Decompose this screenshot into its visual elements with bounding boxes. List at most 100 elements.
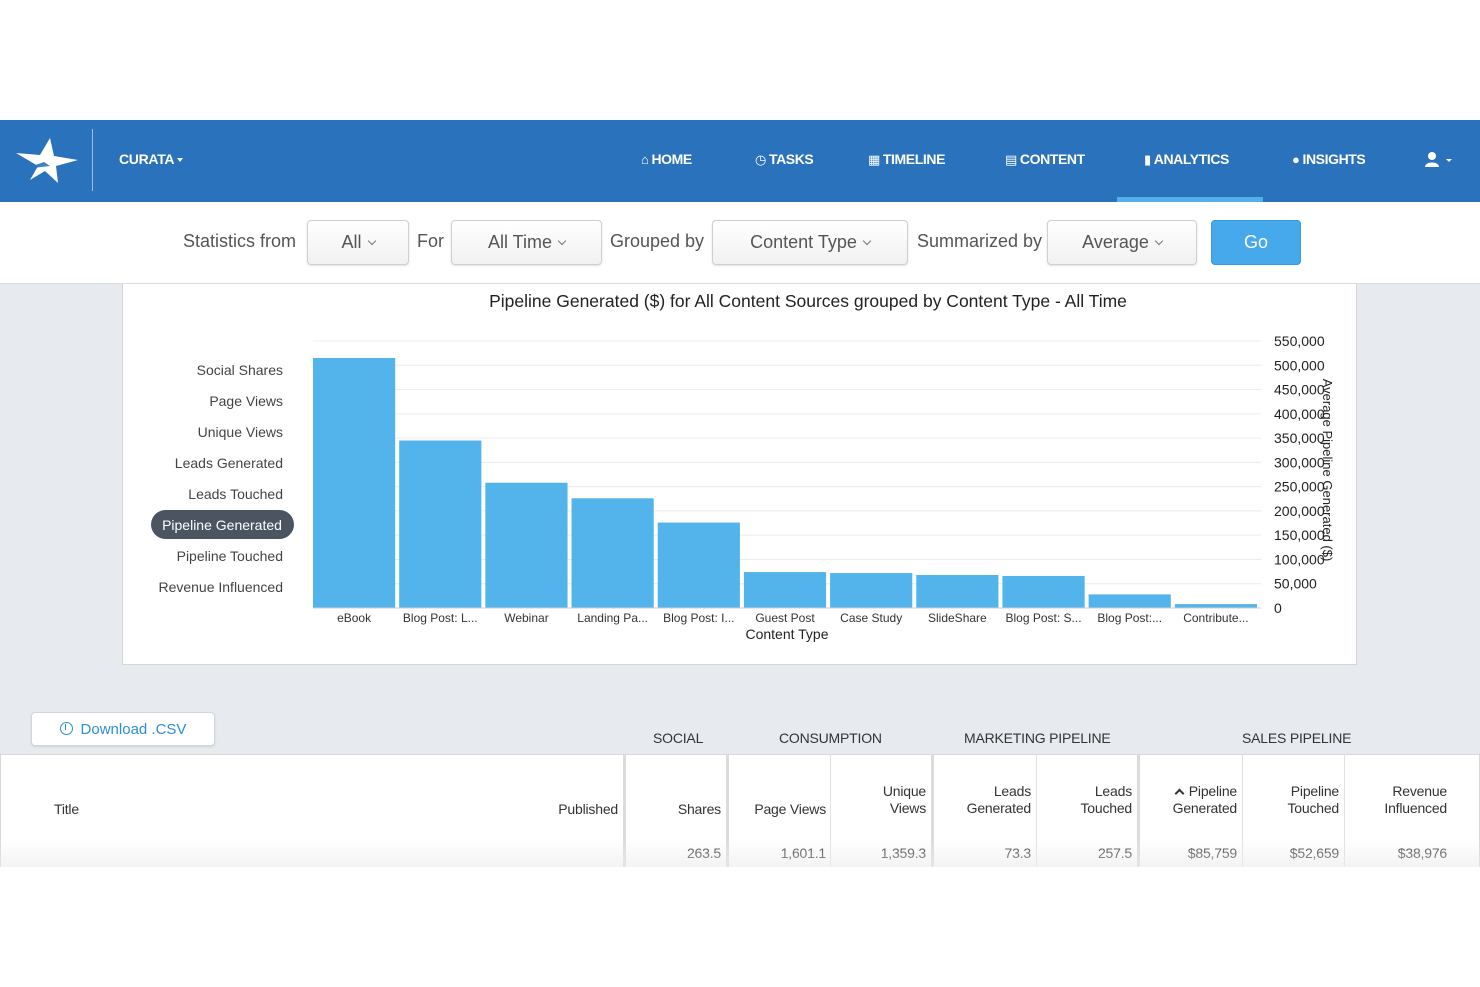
nav-tasks[interactable]: ◷ TASKS bbox=[755, 151, 814, 168]
download-csv-button[interactable]: Download .CSV bbox=[31, 712, 215, 746]
bar[interactable] bbox=[313, 357, 396, 608]
nav-content[interactable]: ▤ CONTENT bbox=[1005, 151, 1085, 168]
column-header-leads-generated[interactable]: Leads Generated bbox=[936, 783, 1032, 817]
nav-insights[interactable]: ● INSIGHTS bbox=[1292, 151, 1366, 167]
x-tick-label: Contribute... bbox=[1183, 611, 1248, 625]
y-tick-label: 200,000 bbox=[1274, 503, 1325, 519]
x-tick-label: Blog Post: I... bbox=[663, 611, 734, 625]
chevron-down-icon bbox=[367, 236, 376, 246]
group-header-marketing-pipeline: MARKETING PIPELINE bbox=[964, 730, 1111, 746]
nav-tasks-label: TASKS bbox=[768, 151, 814, 167]
statistics-from-label: Statistics from bbox=[183, 231, 297, 251]
top-navbar: CURATA ⌂ HOME ◷ TASKS ▦ TIMELINE ▤ CONTENT ▮… bbox=[0, 120, 1480, 202]
nav-timeline-label: TIMELINE bbox=[882, 151, 946, 167]
column-header-published[interactable]: Published bbox=[558, 801, 618, 817]
time-range-select[interactable]: All Time bbox=[451, 220, 602, 265]
y-tick-label: 550,000 bbox=[1274, 333, 1325, 349]
go-button[interactable]: Go bbox=[1211, 220, 1301, 265]
chart-panel: Pipeline Generated ($) for All Content S… bbox=[122, 284, 1357, 665]
header-line: Pipeline bbox=[1290, 783, 1339, 799]
nav-divider bbox=[92, 129, 93, 191]
header-line: Generated bbox=[966, 800, 1032, 816]
bar[interactable] bbox=[485, 482, 568, 608]
curata-star-logo-icon[interactable] bbox=[14, 136, 80, 186]
chevron-down-icon bbox=[557, 236, 567, 246]
bar[interactable] bbox=[399, 440, 482, 608]
metric-option[interactable]: Pipeline Touched bbox=[177, 548, 283, 564]
x-axis-title: Content Type bbox=[745, 626, 828, 642]
lightbulb-icon: ● bbox=[1292, 152, 1300, 167]
filter-bar: Statistics from All For All Time Grouped… bbox=[0, 202, 1480, 284]
bar[interactable] bbox=[571, 498, 654, 608]
column-divider bbox=[1242, 754, 1243, 867]
y-tick-label: 50,000 bbox=[1274, 576, 1317, 592]
x-tick-label: SlideShare bbox=[928, 611, 987, 625]
nav-timeline[interactable]: ▦ TIMELINE bbox=[868, 151, 945, 168]
metric-option[interactable]: Pipeline Generated bbox=[162, 517, 282, 533]
nav-analytics[interactable]: ▮ ANALYTICS bbox=[1144, 151, 1229, 168]
metric-option[interactable]: Page Views bbox=[209, 393, 283, 409]
column-header-shares[interactable]: Shares bbox=[677, 801, 721, 817]
time-range-value: All Time bbox=[487, 232, 552, 252]
nav-content-label: CONTENT bbox=[1019, 151, 1085, 167]
calendar-icon: ▦ bbox=[868, 152, 880, 167]
header-line: Leads bbox=[1094, 783, 1132, 799]
column-header-unique-views[interactable]: Unique Views bbox=[834, 783, 926, 817]
column-header-page-views[interactable]: Page Views bbox=[754, 801, 826, 817]
y-tick-label: 300,000 bbox=[1274, 454, 1325, 470]
column-divider bbox=[830, 754, 831, 867]
y-tick-label: 250,000 bbox=[1274, 479, 1325, 495]
bar[interactable] bbox=[657, 522, 740, 608]
home-icon: ⌂ bbox=[641, 152, 649, 167]
column-header-title[interactable]: Title bbox=[54, 801, 79, 817]
active-tab-indicator bbox=[1117, 197, 1263, 202]
column-header-pipeline-generated[interactable]: Pipeline Generated bbox=[1142, 783, 1238, 817]
summary-shares: 263.5 bbox=[686, 845, 721, 861]
header-line: Pipeline bbox=[1188, 783, 1237, 799]
column-header-leads-touched[interactable]: Leads Touched bbox=[1040, 783, 1132, 817]
column-header-revenue-influenced[interactable]: Revenue Influenced bbox=[1349, 783, 1447, 817]
y-axis-title: Average Pipeline Generated ($) bbox=[1320, 379, 1335, 562]
summary-revenue-influenced: $38,976 bbox=[1397, 845, 1447, 861]
header-line: Revenue bbox=[1392, 783, 1447, 799]
summarized-by-label: Summarized by bbox=[917, 231, 1043, 251]
column-header-pipeline-touched[interactable]: Pipeline Touched bbox=[1246, 783, 1339, 817]
metric-option[interactable]: Revenue Influenced bbox=[158, 579, 283, 595]
summarize-by-select[interactable]: Average bbox=[1047, 220, 1197, 265]
header-line: Touched bbox=[1287, 800, 1339, 816]
bar[interactable] bbox=[916, 574, 999, 608]
x-tick-label: Blog Post: L... bbox=[403, 611, 478, 625]
group-header-sales-pipeline: SALES PIPELINE bbox=[1242, 730, 1352, 746]
download-circle-icon bbox=[59, 722, 73, 735]
bar[interactable] bbox=[830, 573, 913, 608]
brand-dropdown[interactable]: CURATA bbox=[119, 151, 184, 167]
metric-option[interactable]: Social Shares bbox=[197, 362, 283, 378]
column-divider bbox=[1036, 754, 1037, 867]
bar[interactable] bbox=[1002, 575, 1085, 608]
metric-option[interactable]: Leads Generated bbox=[175, 455, 283, 471]
header-line: Views bbox=[889, 800, 926, 816]
bar[interactable] bbox=[1174, 604, 1257, 608]
chart-title: Pipeline Generated ($) for All Content S… bbox=[489, 291, 1127, 311]
group-by-select[interactable]: Content Type bbox=[712, 220, 908, 265]
x-tick-label: Blog Post: S... bbox=[1006, 611, 1082, 625]
bar[interactable] bbox=[743, 572, 827, 608]
statistics-source-select[interactable]: All bbox=[307, 220, 409, 265]
download-csv-label: Download .CSV bbox=[80, 721, 187, 738]
y-tick-label: 450,000 bbox=[1274, 382, 1325, 398]
group-by-value: Content Type bbox=[750, 232, 857, 252]
metric-option[interactable]: Unique Views bbox=[198, 424, 283, 440]
nav-home-label: HOME bbox=[651, 151, 692, 167]
bar[interactable] bbox=[1088, 594, 1171, 608]
user-menu-icon[interactable] bbox=[1424, 150, 1456, 170]
pipeline-bar-chart: Pipeline Generated ($) for All Content S… bbox=[151, 291, 1335, 642]
summary-pipeline-touched: $52,659 bbox=[1289, 845, 1339, 861]
nav-home[interactable]: ⌂ HOME bbox=[641, 151, 692, 167]
metric-selected-pill[interactable] bbox=[151, 510, 294, 539]
summary-page-views: 1,601.1 bbox=[780, 845, 827, 861]
group-header-social: SOCIAL bbox=[653, 730, 704, 746]
column-divider bbox=[623, 754, 626, 867]
x-tick-label: Webinar bbox=[504, 611, 548, 625]
metric-option[interactable]: Leads Touched bbox=[188, 486, 283, 502]
clock-icon: ◷ bbox=[755, 152, 766, 167]
